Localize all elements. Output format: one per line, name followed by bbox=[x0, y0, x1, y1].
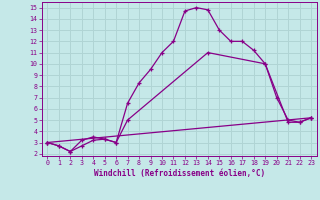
X-axis label: Windchill (Refroidissement éolien,°C): Windchill (Refroidissement éolien,°C) bbox=[94, 169, 265, 178]
